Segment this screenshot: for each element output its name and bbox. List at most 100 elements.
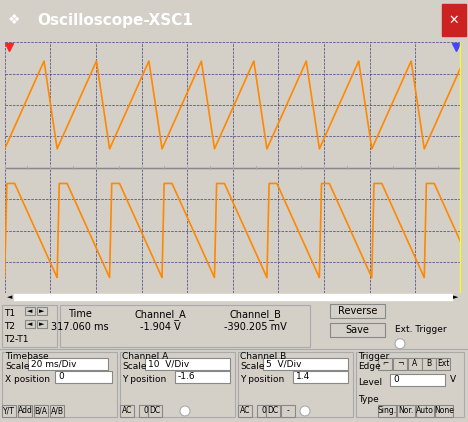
FancyBboxPatch shape — [435, 405, 453, 417]
Bar — [145, 358, 230, 370]
Text: ◄: ◄ — [27, 321, 33, 327]
FancyBboxPatch shape — [257, 405, 271, 417]
FancyBboxPatch shape — [2, 305, 57, 347]
Text: Scale: Scale — [240, 362, 264, 371]
FancyBboxPatch shape — [393, 358, 407, 370]
Text: Scale: Scale — [122, 362, 146, 371]
Text: V: V — [450, 375, 456, 384]
Text: ¬: ¬ — [397, 359, 403, 368]
Text: 1.4: 1.4 — [296, 372, 310, 381]
Text: Y position: Y position — [240, 375, 284, 384]
Text: -: - — [286, 406, 289, 416]
Bar — [460, 42, 462, 293]
Text: 0: 0 — [58, 372, 64, 381]
Bar — [390, 374, 445, 386]
Text: -1.904 V: -1.904 V — [139, 322, 180, 332]
Bar — [175, 371, 230, 383]
FancyBboxPatch shape — [148, 405, 162, 417]
Text: Auto: Auto — [416, 406, 434, 416]
FancyBboxPatch shape — [37, 307, 47, 315]
FancyBboxPatch shape — [408, 358, 422, 370]
FancyBboxPatch shape — [378, 358, 392, 370]
Text: -1.6: -1.6 — [178, 372, 196, 381]
FancyBboxPatch shape — [330, 303, 385, 318]
FancyBboxPatch shape — [238, 352, 353, 417]
Bar — [442, 4, 466, 36]
Text: Nor.: Nor. — [398, 406, 414, 416]
FancyBboxPatch shape — [436, 358, 450, 370]
FancyBboxPatch shape — [25, 307, 35, 315]
Text: Time: Time — [68, 308, 92, 319]
FancyBboxPatch shape — [281, 405, 295, 417]
FancyBboxPatch shape — [120, 405, 134, 417]
Text: Reverse: Reverse — [338, 306, 377, 316]
Bar — [293, 371, 348, 383]
Text: Level: Level — [358, 378, 382, 387]
Text: Sing.: Sing. — [377, 406, 396, 416]
FancyBboxPatch shape — [416, 405, 434, 417]
Text: Oscilloscope-XSC1: Oscilloscope-XSC1 — [37, 13, 193, 27]
Text: Y position: Y position — [122, 375, 166, 384]
FancyBboxPatch shape — [238, 405, 252, 417]
Text: DC: DC — [267, 406, 278, 416]
Text: Timebase: Timebase — [5, 352, 49, 361]
Bar — [55, 371, 112, 383]
Text: 0: 0 — [393, 375, 399, 384]
Text: 20 ms/Div: 20 ms/Div — [31, 359, 76, 368]
Text: Channel_B: Channel_B — [229, 308, 281, 319]
FancyBboxPatch shape — [60, 305, 310, 347]
Text: AC: AC — [122, 406, 132, 416]
FancyBboxPatch shape — [2, 352, 117, 417]
FancyBboxPatch shape — [330, 323, 385, 337]
Bar — [14, 294, 452, 300]
Text: ◄: ◄ — [7, 294, 12, 300]
Text: Scale: Scale — [5, 362, 29, 371]
Text: ✕: ✕ — [449, 14, 459, 27]
Circle shape — [180, 406, 190, 416]
Text: None: None — [434, 406, 454, 416]
FancyBboxPatch shape — [266, 405, 280, 417]
Text: ◄: ◄ — [27, 308, 33, 314]
Circle shape — [300, 406, 310, 416]
FancyBboxPatch shape — [422, 358, 436, 370]
FancyBboxPatch shape — [25, 319, 35, 327]
FancyBboxPatch shape — [378, 405, 396, 417]
Text: ►: ► — [453, 294, 459, 300]
Circle shape — [395, 339, 405, 349]
Text: Channel_A: Channel_A — [134, 308, 186, 319]
Text: 5  V/Div: 5 V/Div — [266, 359, 301, 368]
Bar — [28, 358, 108, 370]
Text: DC: DC — [149, 406, 161, 416]
Text: Channel B: Channel B — [240, 352, 286, 361]
FancyBboxPatch shape — [139, 405, 153, 417]
Text: Type: Type — [358, 395, 379, 404]
Text: 0: 0 — [262, 406, 266, 416]
Text: AC: AC — [240, 406, 250, 416]
FancyBboxPatch shape — [397, 405, 415, 417]
Text: -390.205 mV: -390.205 mV — [224, 322, 286, 332]
FancyBboxPatch shape — [37, 319, 47, 327]
Text: Channel A: Channel A — [122, 352, 168, 361]
Text: Save: Save — [345, 325, 369, 335]
Text: Ext. Trigger: Ext. Trigger — [395, 325, 446, 334]
Text: B/A: B/A — [35, 406, 47, 416]
Text: 10  V/Div: 10 V/Div — [148, 359, 189, 368]
Text: ►: ► — [39, 321, 44, 327]
Text: ⌐: ⌐ — [382, 359, 388, 368]
Text: 0: 0 — [144, 406, 148, 416]
Text: ►: ► — [39, 308, 44, 314]
FancyBboxPatch shape — [120, 352, 235, 417]
Text: B: B — [426, 359, 431, 368]
Text: T2-T1: T2-T1 — [4, 335, 29, 344]
Text: A: A — [412, 359, 417, 368]
Text: Y/T: Y/T — [3, 406, 15, 416]
FancyBboxPatch shape — [18, 405, 32, 417]
FancyBboxPatch shape — [2, 405, 16, 417]
Text: T1: T1 — [4, 308, 15, 318]
FancyBboxPatch shape — [356, 352, 464, 417]
FancyBboxPatch shape — [50, 405, 64, 417]
Text: Trigger: Trigger — [358, 352, 389, 361]
Text: T2: T2 — [4, 322, 15, 331]
Text: ❖: ❖ — [8, 13, 20, 27]
Text: A/B: A/B — [51, 406, 64, 416]
